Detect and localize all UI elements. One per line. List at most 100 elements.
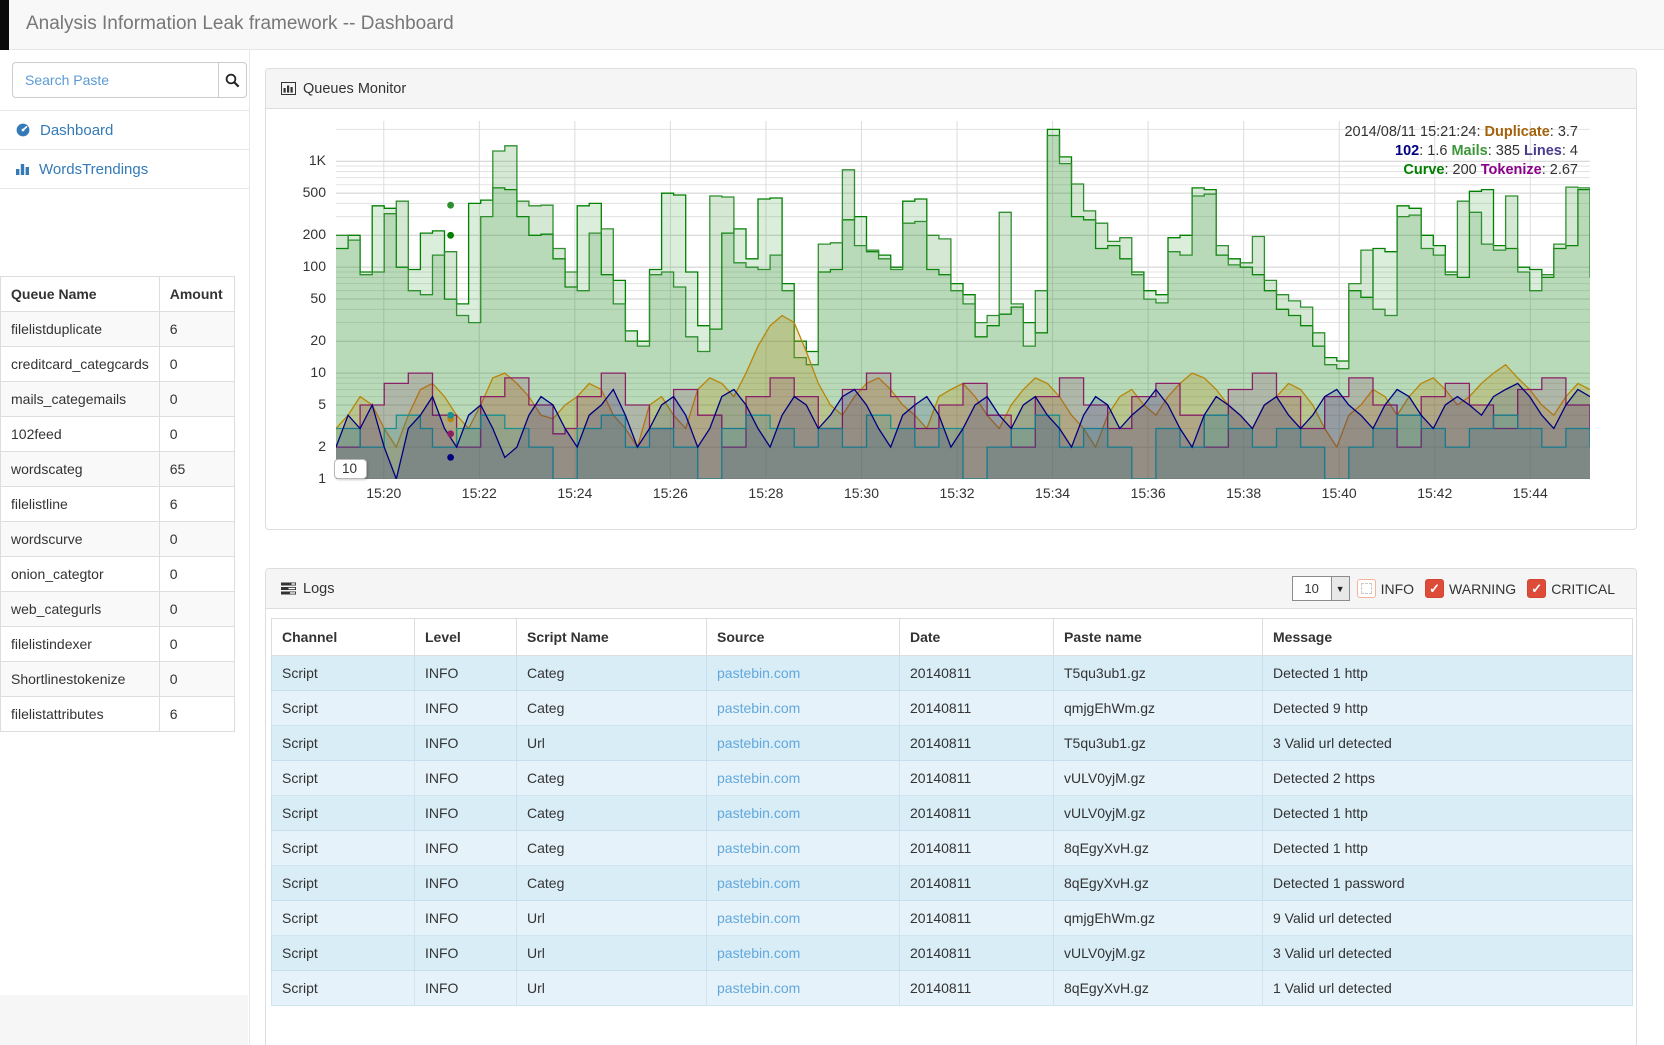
logs-cell: 8qEgyXvH.gz bbox=[1053, 830, 1263, 866]
logs-cell: Url bbox=[516, 725, 707, 761]
y-tick-label: 20 bbox=[310, 332, 326, 349]
logs-title: Logs bbox=[303, 580, 335, 597]
logs-panel: Logs 10 ▼ INFO ✓ WARNING ✓ CRITICAL Channel L… bbox=[265, 568, 1637, 1045]
queue-cell: 0 bbox=[158, 626, 236, 662]
queue-cell: onion_categtor bbox=[0, 556, 160, 592]
source-link[interactable]: pastebin.com bbox=[717, 875, 801, 891]
queue-cell: filelistindexer bbox=[0, 626, 160, 662]
source-link[interactable]: pastebin.com bbox=[717, 700, 801, 716]
source-link[interactable]: pastebin.com bbox=[717, 770, 801, 786]
y-tick-label: 2 bbox=[318, 438, 326, 455]
x-tick-label: 15:22 bbox=[461, 485, 497, 501]
logs-cell: vULV0yjM.gz bbox=[1053, 795, 1263, 831]
source-link[interactable]: pastebin.com bbox=[717, 665, 801, 681]
sidebar-item-wordstrendings[interactable]: WordsTrendings bbox=[0, 149, 249, 189]
logs-column-header: Message bbox=[1262, 618, 1633, 656]
logs-cell: pastebin.com bbox=[706, 935, 900, 971]
x-tick-label: 15:40 bbox=[1321, 485, 1357, 501]
logs-cell: INFO bbox=[414, 935, 517, 971]
sidebar: Dashboard WordsTrendings Queue Name Amou… bbox=[0, 50, 250, 1045]
queue-row: Shortlinestokenize 0 bbox=[0, 661, 236, 697]
queues-monitor-header: Queues Monitor bbox=[266, 69, 1636, 109]
filter-checkbox-critical[interactable]: ✓ bbox=[1527, 579, 1547, 598]
logs-cell: Script bbox=[271, 900, 415, 936]
page-size-select[interactable]: 10 ▼ bbox=[1291, 576, 1350, 601]
logs-cell: Script bbox=[271, 935, 415, 971]
search-input[interactable] bbox=[12, 62, 218, 98]
queue-row: filelistduplicate 6 bbox=[0, 311, 236, 347]
logs-cell: Script bbox=[271, 760, 415, 796]
logs-cell: Categ bbox=[516, 795, 707, 831]
table-row: Script INFO Categ pastebin.com 20140811 T5qu3… bbox=[271, 655, 1633, 691]
logs-cell: pastebin.com bbox=[706, 690, 900, 726]
logs-cell: Script bbox=[271, 690, 415, 726]
queue-row: filelistattributes 6 bbox=[0, 696, 236, 732]
logs-cell: 20140811 bbox=[899, 725, 1054, 761]
logs-cell: 1 Valid url detected bbox=[1262, 970, 1633, 1006]
filter-label: WARNING bbox=[1449, 580, 1517, 597]
logs-cell: Script bbox=[271, 865, 415, 901]
queue-row: wordscurve 0 bbox=[0, 521, 236, 557]
logs-cell: Script bbox=[271, 830, 415, 866]
legend-series-name: Mails bbox=[1451, 143, 1488, 159]
source-link[interactable]: pastebin.com bbox=[717, 840, 801, 856]
source-link[interactable]: pastebin.com bbox=[717, 735, 801, 751]
logs-cell: pastebin.com bbox=[706, 970, 900, 1006]
search-group bbox=[12, 62, 247, 98]
window-edge-artifact bbox=[0, 0, 9, 62]
queue-cell: 0 bbox=[158, 346, 236, 382]
legend-line: Curve: 200 Tokenize: 2.67 bbox=[1344, 161, 1578, 180]
top-navbar: Analysis Information Leak framework -- D… bbox=[0, 0, 1664, 50]
y-tick-label: 100 bbox=[302, 258, 326, 275]
logs-column-header: Date bbox=[899, 618, 1054, 656]
source-link[interactable]: pastebin.com bbox=[717, 945, 801, 961]
logs-cell: T5qu3ub1.gz bbox=[1053, 725, 1263, 761]
logs-cell: Url bbox=[516, 970, 707, 1006]
source-link[interactable]: pastebin.com bbox=[717, 910, 801, 926]
logs-cell: pastebin.com bbox=[706, 725, 900, 761]
logs-cell: qmjgEhWm.gz bbox=[1053, 900, 1263, 936]
logs-cell: Script bbox=[271, 970, 415, 1006]
source-link[interactable]: pastebin.com bbox=[717, 805, 801, 821]
logs-controls: 10 ▼ INFO ✓ WARNING ✓ CRITICAL bbox=[1291, 576, 1621, 601]
legend-series-name: Lines bbox=[1524, 143, 1562, 159]
search-button[interactable] bbox=[218, 62, 247, 98]
logs-cell: pastebin.com bbox=[706, 865, 900, 901]
queue-cell: filelistline bbox=[0, 486, 160, 522]
logs-cell: 20140811 bbox=[899, 655, 1054, 691]
queue-row: mails_categemails 0 bbox=[0, 381, 236, 417]
logs-cell: 3 Valid url detected bbox=[1262, 725, 1633, 761]
table-row: Script INFO Url pastebin.com 20140811 8qEgyXv… bbox=[271, 970, 1633, 1006]
sidebar-footer bbox=[0, 995, 248, 1045]
legend-series-value: : 4 bbox=[1561, 143, 1578, 159]
legend-line: 2014/08/11 15:21:24: Duplicate: 3.7 bbox=[1344, 123, 1578, 142]
queue-cell: 0 bbox=[158, 381, 236, 417]
source-link[interactable]: pastebin.com bbox=[717, 980, 801, 996]
queue-row: 102feed 0 bbox=[0, 416, 236, 452]
sidebar-item-dashboard[interactable]: Dashboard bbox=[0, 110, 249, 149]
queue-row: onion_categtor 0 bbox=[0, 556, 236, 592]
table-row: Script INFO Categ pastebin.com 20140811 8qEgy… bbox=[271, 865, 1633, 901]
filter-checkbox-warning[interactable]: ✓ bbox=[1425, 579, 1445, 598]
logs-column-header: Level bbox=[414, 618, 517, 656]
y-tick-label: 5 bbox=[318, 395, 326, 412]
logs-cell: 20140811 bbox=[899, 970, 1054, 1006]
chevron-down-icon: ▼ bbox=[1330, 577, 1349, 600]
chart-legend: 2014/08/11 15:21:24: Duplicate: 3.7 102: … bbox=[1344, 123, 1578, 180]
table-row: Script INFO Url pastebin.com 20140811 vULV0yj… bbox=[271, 935, 1633, 971]
filter-checkbox-info[interactable] bbox=[1356, 579, 1376, 598]
logs-cell: Categ bbox=[516, 690, 707, 726]
legend-series-value: : 2.67 bbox=[1541, 162, 1578, 178]
queue-cell: 0 bbox=[158, 556, 236, 592]
dygraph-plot[interactable] bbox=[336, 121, 1590, 479]
page-title: Analysis Information Leak framework -- D… bbox=[26, 13, 454, 34]
sidebar-item-label: WordsTrendings bbox=[39, 160, 149, 178]
logs-cell: 20140811 bbox=[899, 690, 1054, 726]
logs-cell: pastebin.com bbox=[706, 760, 900, 796]
table-row: Script INFO Categ pastebin.com 20140811 8qEgy… bbox=[271, 830, 1633, 866]
queue-cell: 102feed bbox=[0, 416, 160, 452]
queue-cell: Shortlinestokenize bbox=[0, 661, 160, 697]
x-tick-label: 15:26 bbox=[652, 485, 688, 501]
table-row: Script INFO Url pastebin.com 20140811 qmjgEhW… bbox=[271, 900, 1633, 936]
roll-period-input[interactable]: 10 bbox=[334, 459, 368, 479]
